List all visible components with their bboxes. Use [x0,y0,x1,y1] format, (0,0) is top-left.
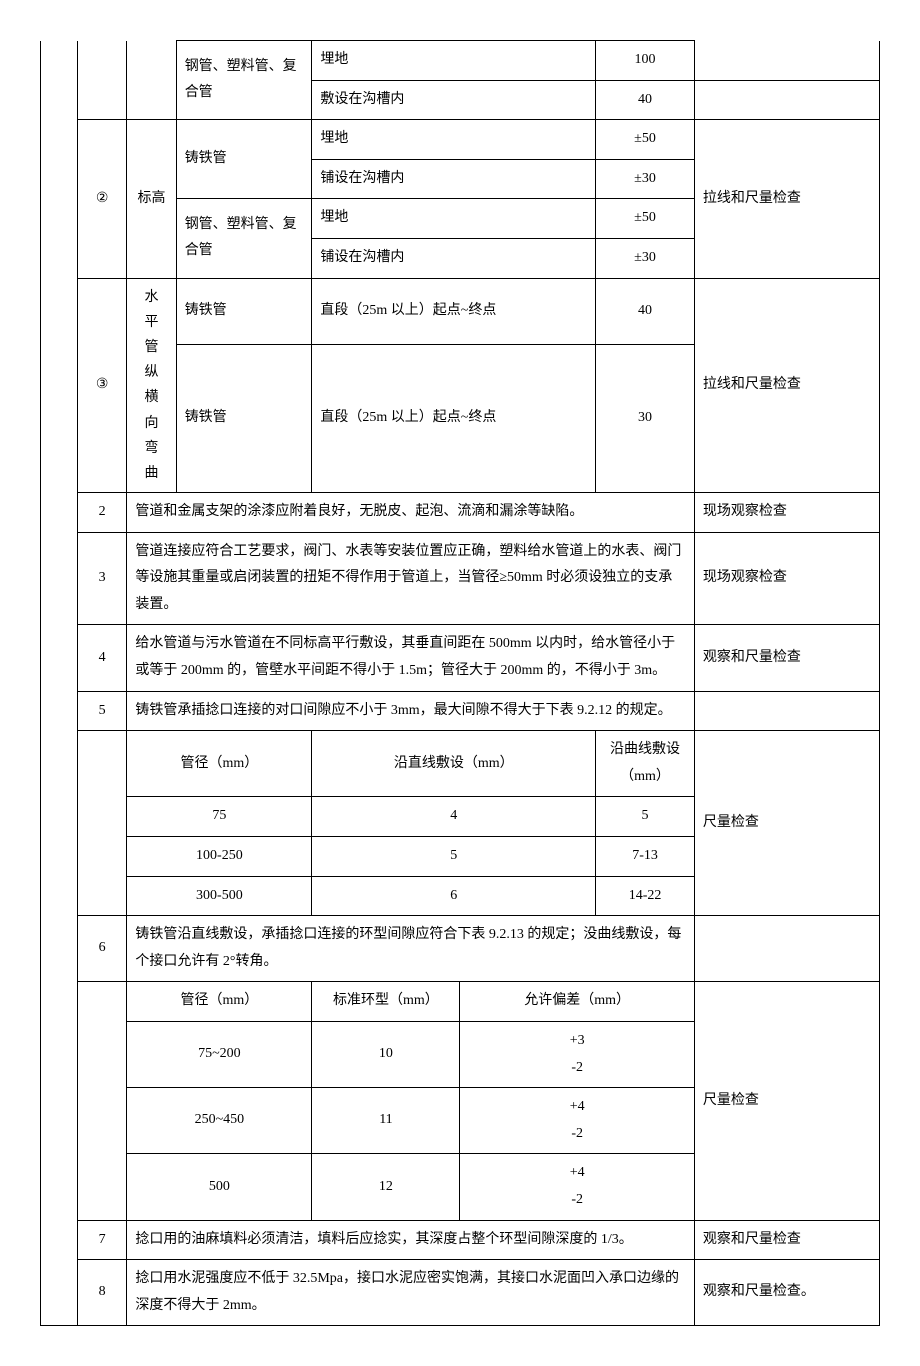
subdata-cell: +3 -2 [460,1021,694,1087]
subdata-cell: 100-250 [127,837,312,877]
pipe-type-cell: 铸铁管 [176,278,312,345]
text-cell: 管道连接应符合工艺要求，阀门、水表等安装位置应正确，塑料给水管道上的水表、阀门等… [127,532,695,625]
subdata-cell: 4 [312,797,596,837]
subdata-cell: 11 [312,1088,460,1154]
value-cell: ±50 [596,120,695,160]
subdata-cell: 300-500 [127,876,312,916]
method-cell [694,916,879,982]
blank-num-cell [78,731,127,916]
subdata-cell: 12 [312,1154,460,1220]
cond-cell: 埋地 [312,120,596,160]
method-cell [694,691,879,731]
num-cell: 3 [78,532,127,625]
subhead-cell: 管径（mm） [127,982,312,1022]
cond-cell: 埋地 [312,41,596,81]
subhead-cell: 标准环型（mm） [312,982,460,1022]
method-cell [694,80,879,120]
text-cell: 管道和金属支架的涂漆应附着良好，无脱皮、起泡、流滴和漏涂等缺陷。 [127,493,695,533]
value-cell: 100 [596,41,695,81]
subhead-cell: 沿直线敷设（mm） [312,731,596,797]
num-cell: 6 [78,916,127,982]
value-cell: ±30 [596,238,695,278]
value-cell: 30 [596,345,695,493]
num-cell: 5 [78,691,127,731]
num-cell: 4 [78,625,127,691]
text-cell: 捻口用的油麻填料必须清洁，填料后应捻实，其深度占整个环型间隙深度的 1/3。 [127,1220,695,1260]
left-margin-cell [41,41,78,1326]
value-cell: ±30 [596,159,695,199]
text-cell: 铸铁管承插捻口连接的对口间隙应不小于 3mm，最大间隙不得大于下表 9.2.12… [127,691,695,731]
subdata-cell: 75 [127,797,312,837]
label-cell: 标高 [127,120,176,278]
method-cell: 现场观察检查 [694,493,879,533]
text-cell: 捻口用水泥强度应不低于 32.5Mpa，接口水泥应密实饱满，其接口水泥面凹入承口… [127,1260,695,1326]
method-cell: 拉线和尺量检查 [694,120,879,278]
pipe-type-cell: 铸铁管 [176,120,312,199]
value-cell: 40 [596,278,695,345]
cont-num-cell [78,41,127,120]
cond-cell: 铺设在沟槽内 [312,159,596,199]
value-cell: 40 [596,80,695,120]
subdata-cell: 75~200 [127,1021,312,1087]
cont-label-cell [127,41,176,120]
method-cell: 现场观察检查 [694,532,879,625]
subdata-cell: 6 [312,876,596,916]
subhead-cell: 允许偏差（mm） [460,982,694,1022]
text-cell: 给水管道与污水管道在不同标高平行敷设，其垂直间距在 500mm 以内时，给水管径… [127,625,695,691]
pipe-type-cell: 钢管、塑料管、复合管 [176,41,312,120]
num-cell: ② [78,120,127,278]
label-cell: 水平管纵横向弯曲 [127,278,176,493]
cond-cell: 直段（25m 以上）起点~终点 [312,345,596,493]
method-cell: 拉线和尺量检查 [694,278,879,493]
method-cell: 观察和尺量检查 [694,625,879,691]
subdata-cell: 500 [127,1154,312,1220]
num-cell: ③ [78,278,127,493]
method-cell: 观察和尺量检查 [694,1220,879,1260]
num-cell: 8 [78,1260,127,1326]
num-cell: 2 [78,493,127,533]
vertical-label: 水平管纵横向弯曲 [145,290,159,481]
subdata-cell: +4 -2 [460,1154,694,1220]
value-cell: ±50 [596,199,695,239]
cond-cell: 直段（25m 以上）起点~终点 [312,278,596,345]
subdata-cell: 10 [312,1021,460,1087]
subdata-cell: 5 [596,797,695,837]
subdata-cell: 7-13 [596,837,695,877]
spec-table: 钢管、塑料管、复合管 埋地 100 敷设在沟槽内 40 ② 标高 铸铁管 埋地 … [40,40,880,1326]
cond-cell: 埋地 [312,199,596,239]
method-cell: 尺量检查 [694,982,879,1220]
pipe-type-cell: 铸铁管 [176,345,312,493]
blank-num-cell [78,982,127,1220]
subdata-cell: +4 -2 [460,1088,694,1154]
subdata-cell: 5 [312,837,596,877]
subdata-cell: 14-22 [596,876,695,916]
subhead-cell: 管径（mm） [127,731,312,797]
subdata-cell: 250~450 [127,1088,312,1154]
cond-cell: 敷设在沟槽内 [312,80,596,120]
method-cell: 观察和尺量检查。 [694,1260,879,1326]
text-cell: 铸铁管沿直线敷设，承插捻口连接的环型间隙应符合下表 9.2.13 的规定；没曲线… [127,916,695,982]
cond-cell: 铺设在沟槽内 [312,238,596,278]
method-cell: 尺量检查 [694,731,879,916]
pipe-type-cell: 钢管、塑料管、复合管 [176,199,312,278]
num-cell: 7 [78,1220,127,1260]
subhead-cell: 沿曲线敷设（mm） [596,731,695,797]
method-cell [694,41,879,81]
